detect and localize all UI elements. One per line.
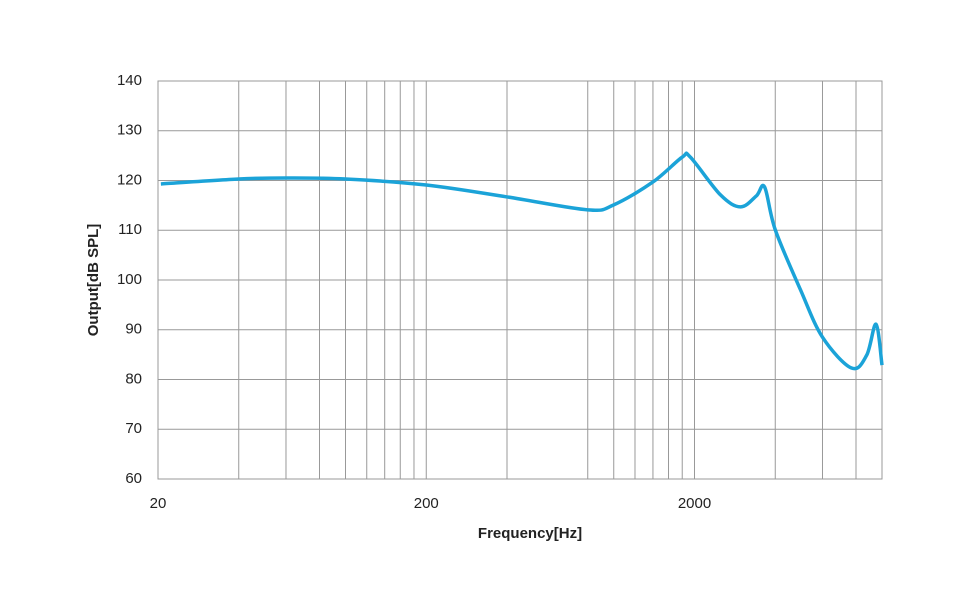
y-tick-label: 60: [125, 470, 142, 487]
y-tick-label: 90: [125, 321, 142, 338]
y-tick-label: 130: [117, 122, 142, 139]
plot-frame: [157, 80, 883, 480]
x-axis-title: Frequency[Hz]: [478, 525, 582, 542]
y-tick-label: 110: [118, 221, 142, 238]
y-tick-label: 70: [125, 420, 142, 437]
y-tick-label: 140: [117, 72, 142, 89]
x-tick-label: 20: [150, 495, 167, 512]
x-tick-label: 200: [414, 495, 439, 512]
y-tick-label: 100: [117, 271, 142, 288]
y-tick-label: 80: [125, 370, 142, 387]
x-tick-label: 2000: [678, 495, 711, 512]
response-line: [160, 151, 884, 371]
y-axis-title: Output[dB SPL]: [85, 224, 102, 336]
y-tick-label: 120: [117, 171, 142, 188]
